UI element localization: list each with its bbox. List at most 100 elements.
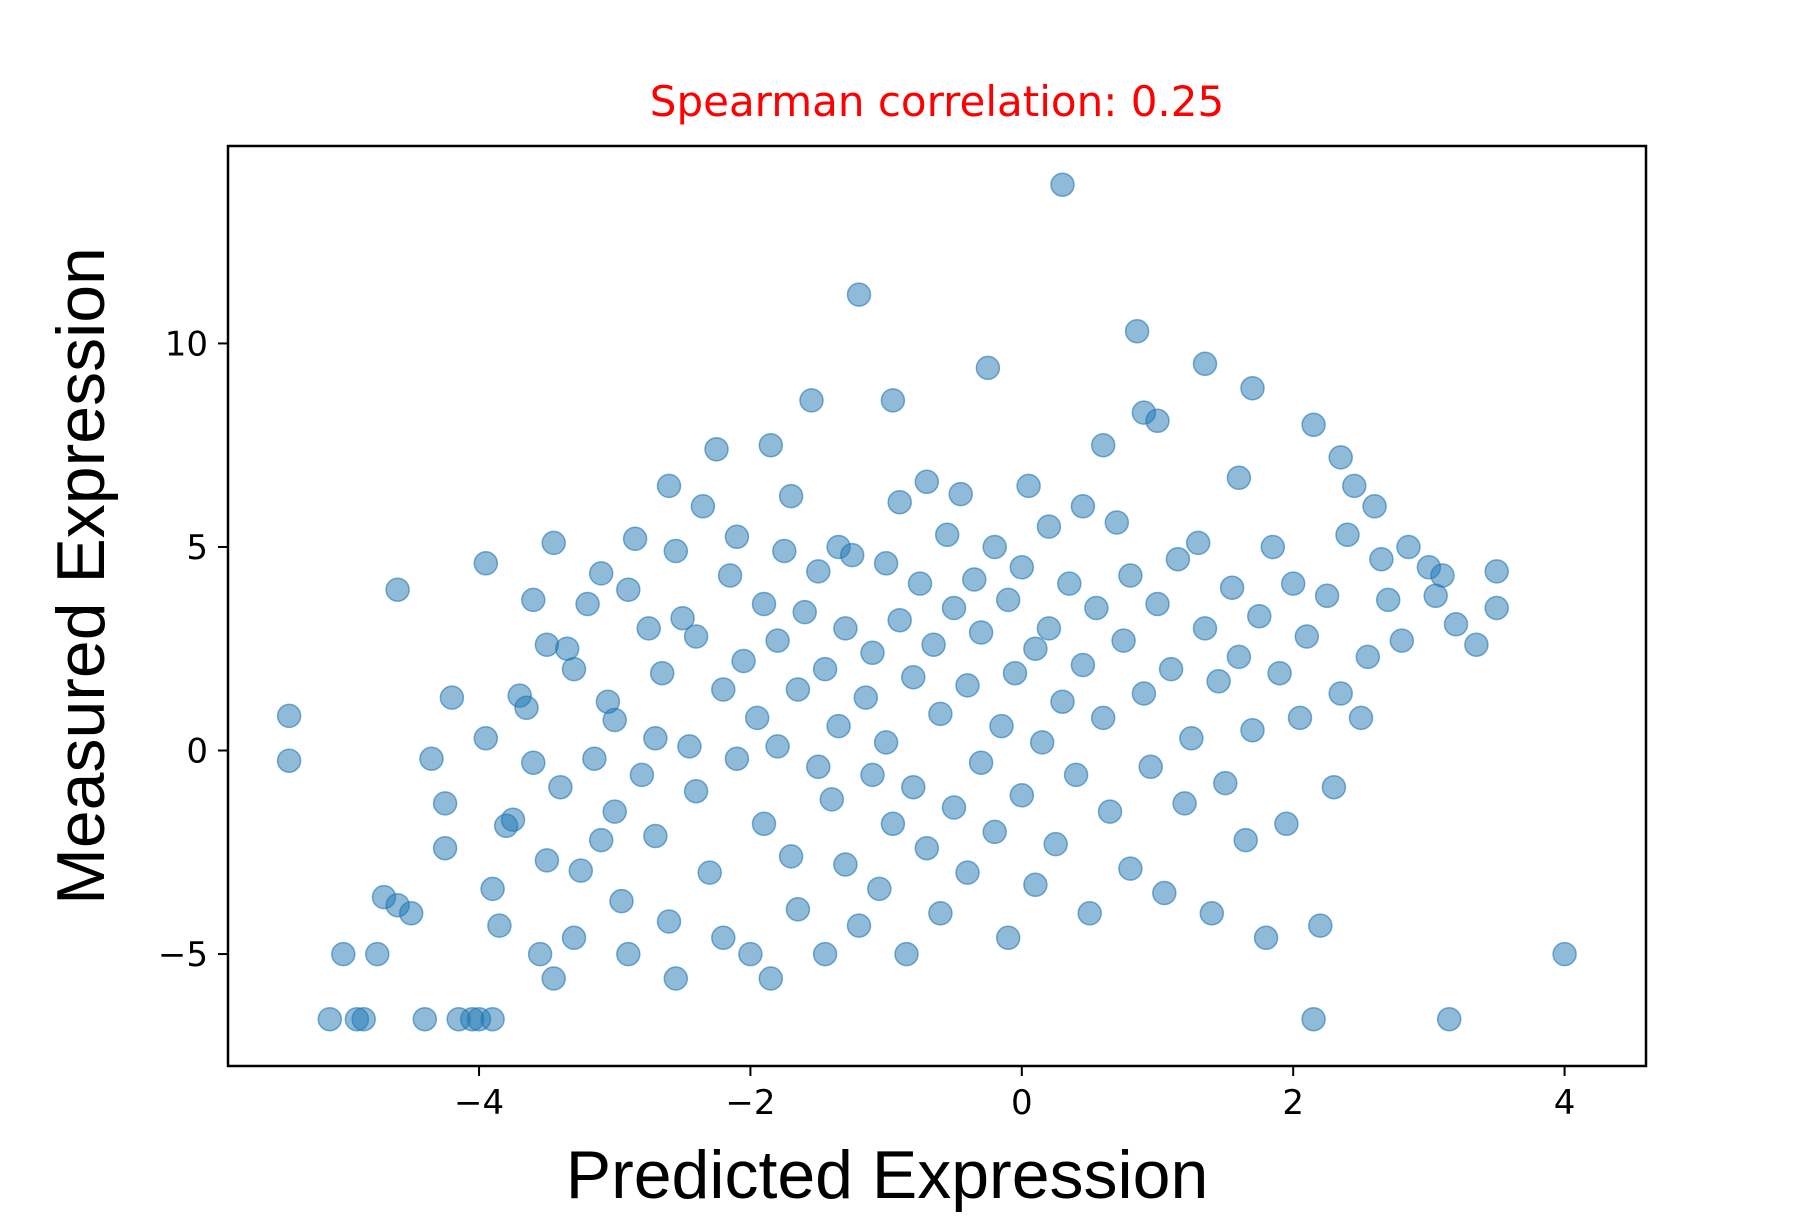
- data-point: [1145, 408, 1170, 434]
- data-point: [419, 746, 444, 771]
- data-point: [1138, 754, 1163, 780]
- data-point: [1219, 575, 1245, 600]
- data-point: [833, 616, 858, 641]
- data-point: [1118, 563, 1143, 588]
- data-point: [772, 538, 797, 564]
- data-point: [907, 571, 933, 596]
- data-point: [276, 703, 302, 729]
- data-point: [602, 707, 627, 733]
- data-point: [778, 483, 804, 509]
- data-point: [894, 941, 919, 967]
- data-point: [792, 599, 817, 625]
- data-point: [616, 941, 641, 967]
- y-tick-label: −5: [158, 935, 208, 975]
- data-point: [1247, 603, 1272, 629]
- data-point: [1199, 901, 1225, 926]
- data-point: [636, 616, 661, 641]
- data-point: [1280, 571, 1306, 596]
- data-point: [758, 432, 784, 458]
- data-point: [1131, 681, 1157, 706]
- data-point: [751, 811, 777, 837]
- data-point: [561, 925, 587, 951]
- data-point: [616, 577, 641, 602]
- data-point: [1436, 1006, 1462, 1032]
- y-tick-label: 10: [165, 324, 208, 364]
- data-point: [588, 827, 614, 853]
- data-point: [473, 551, 499, 576]
- data-point: [1050, 689, 1075, 714]
- data-point: [588, 561, 614, 586]
- y-tick-label: 0: [186, 732, 208, 772]
- data-point: [1036, 514, 1062, 539]
- data-point: [521, 587, 546, 613]
- data-point: [1464, 632, 1489, 657]
- data-point: [1090, 432, 1116, 458]
- data-point: [1090, 705, 1116, 731]
- data-point: [873, 730, 899, 755]
- data-point: [1308, 913, 1333, 938]
- data-point: [548, 774, 573, 800]
- data-point: [473, 726, 499, 751]
- data-point: [887, 489, 912, 515]
- data-point: [711, 677, 736, 702]
- data-point: [1009, 555, 1035, 580]
- data-point: [887, 607, 912, 633]
- data-point: [1063, 762, 1089, 788]
- data-point: [1023, 636, 1048, 661]
- x-tick-label: −4: [454, 1083, 504, 1123]
- data-point: [1484, 595, 1509, 621]
- data-point: [1389, 628, 1415, 653]
- data-point: [670, 605, 695, 631]
- data-point: [1274, 811, 1299, 837]
- data-point: [1294, 624, 1320, 649]
- data-point: [1179, 726, 1204, 751]
- data-point: [1192, 351, 1218, 377]
- data-point: [1070, 494, 1096, 519]
- data-point: [1226, 465, 1252, 491]
- data-point: [1362, 494, 1387, 519]
- y-axis-label: Measured Expression: [43, 247, 119, 905]
- data-point: [1301, 412, 1326, 438]
- data-point: [989, 713, 1014, 739]
- data-point: [846, 282, 872, 307]
- data-point: [643, 726, 668, 751]
- y-tick-label: 5: [186, 528, 208, 568]
- data-point: [758, 966, 784, 991]
- data-point: [921, 632, 946, 657]
- data-point: [928, 701, 953, 727]
- data-point: [561, 656, 587, 682]
- data-point: [812, 656, 838, 682]
- data-point: [1124, 318, 1150, 344]
- data-point: [1029, 730, 1055, 755]
- data-point: [995, 925, 1021, 951]
- data-point: [731, 648, 756, 674]
- data-point: [683, 778, 709, 804]
- data-point: [534, 848, 560, 873]
- data-point: [846, 913, 872, 938]
- data-point: [683, 624, 709, 649]
- data-point: [1369, 546, 1394, 572]
- data-point: [1077, 901, 1102, 926]
- plot-area-frame: [226, 144, 1648, 1068]
- data-point: [1287, 705, 1313, 731]
- data-point: [1335, 522, 1360, 548]
- data-point: [880, 811, 906, 837]
- data-point: [1430, 563, 1455, 588]
- data-point: [1118, 856, 1143, 881]
- data-point: [480, 876, 505, 902]
- y-axis: −5 0 5 10: [158, 324, 228, 975]
- data-point: [717, 563, 743, 588]
- data-point: [385, 577, 410, 602]
- data-point: [860, 640, 885, 666]
- data-point: [609, 888, 634, 914]
- data-point: [711, 925, 736, 951]
- data-point: [1348, 705, 1374, 731]
- data-point: [568, 858, 594, 883]
- data-point: [1213, 770, 1238, 796]
- data-point: [1050, 172, 1075, 197]
- data-point: [975, 355, 1001, 381]
- data-point: [785, 677, 811, 702]
- data-point: [500, 807, 526, 832]
- data-point: [331, 941, 356, 967]
